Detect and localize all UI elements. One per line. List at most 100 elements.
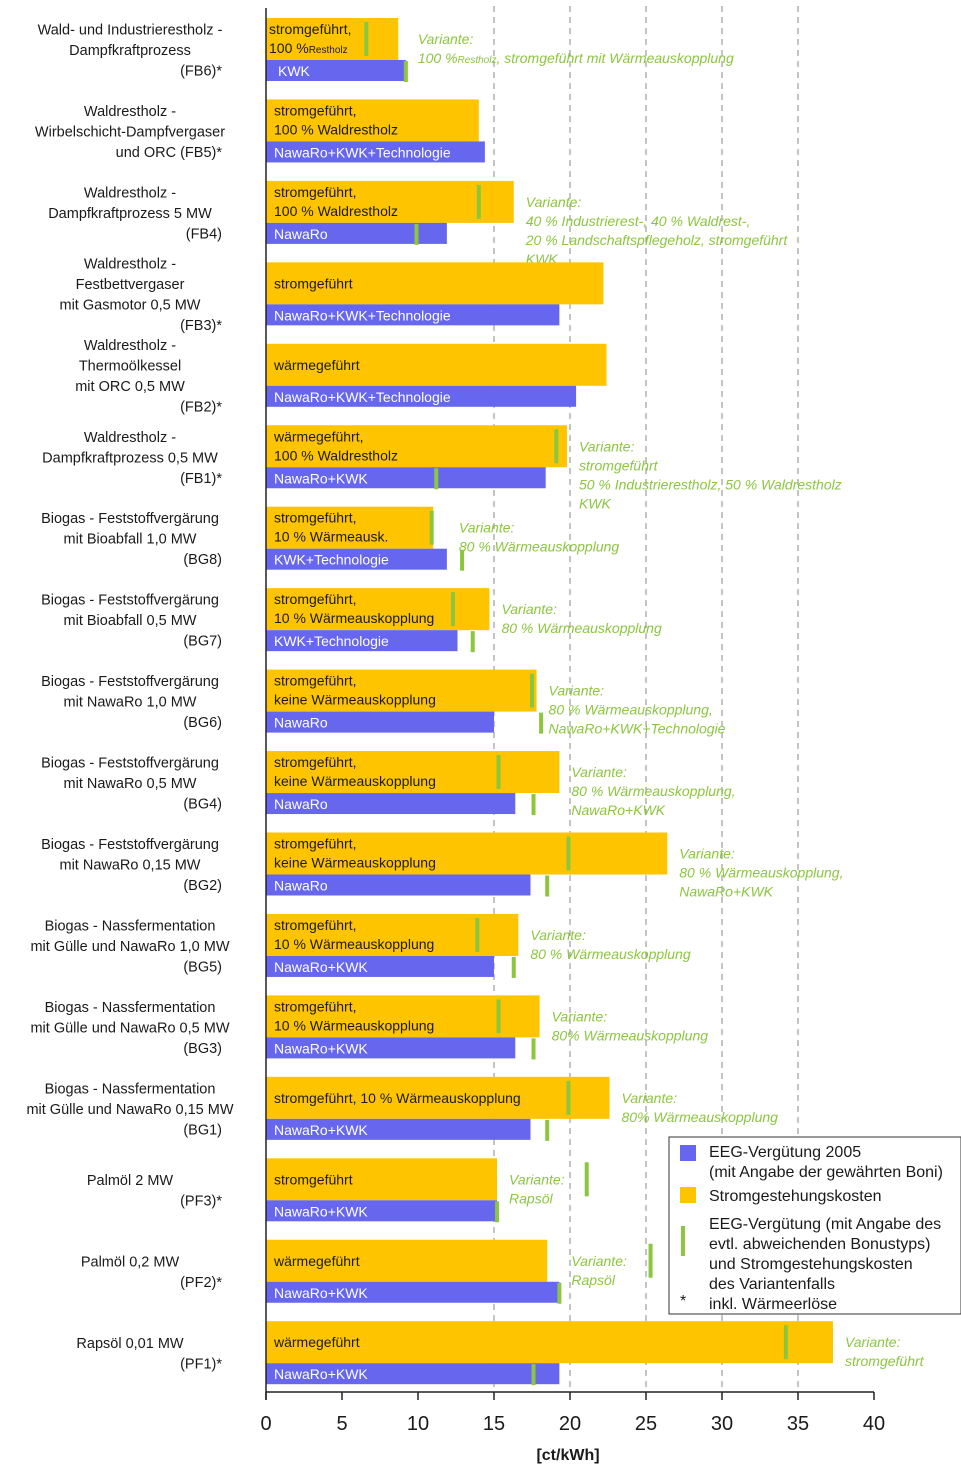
cost-bar [266,751,560,794]
variant-cost-marker [584,1162,589,1197]
variant-label: Variante: [552,1008,608,1024]
variant-cost-marker [450,592,455,627]
cost-bar [266,669,537,712]
x-axis-title: [ct/kWh] [536,1447,599,1464]
category-label: Biogas - Feststoffvergärung [41,593,219,609]
category-label: (BG4) [183,797,222,813]
eeg-bar-label: NawaRo [274,226,328,242]
category-label: und ORC (FB5)* [116,145,223,161]
category-label: Biogas - Feststoffvergärung [41,674,219,690]
category-label: Festbettvergaser [76,277,185,293]
variant-label: stromgeführt [845,1353,925,1369]
category-label: mit Bioabfall 0,5 MW [64,613,197,629]
cost-bar-label: stromgeführt, [274,102,356,118]
eeg-bar-label: NawaRo [274,878,328,894]
variant-label: 80% Wärmeauskopplung [622,1109,779,1125]
cost-bar-label: wärmegeführt, [273,428,363,444]
variant-eeg-marker [557,1282,562,1304]
variant-eeg-marker [531,1364,536,1386]
cost-bar-label: keine Wärmeauskopplung [274,855,436,871]
category-label: Biogas - Feststoffvergärung [41,756,219,772]
category-label: Waldrestholz - [84,338,176,354]
variant-eeg-marker [403,61,408,82]
x-tick-label: 40 [863,1413,885,1435]
x-tick-label: 5 [336,1413,347,1435]
cost-bar-label: stromgeführt, [274,998,356,1014]
variant-label: NawaRo+KWK [571,802,665,818]
bar-group: stromgeführt, keine Wärmeauskopplung NawaR… [266,669,726,737]
category-label: mit ORC 0,5 MW [75,379,185,395]
x-tick-label: 0 [260,1413,271,1435]
category-label: Thermoölkessel [79,359,181,375]
eeg-bar-label: NawaRo+KWK [274,959,368,975]
cost-bar-label: 10 % Wärmeausk. [274,529,388,545]
variant-cost-marker [554,429,559,464]
variant-label: NawaRo+KWK [679,884,773,900]
category-label: (FB6)* [180,64,222,80]
category-label: Waldrestholz - [84,430,176,446]
category-label: (BG7) [183,634,222,650]
eeg-bar [266,1363,560,1385]
variant-label: Rapsöl [571,1272,615,1288]
bar-group: stromgeführt, keine Wärmeauskopplung NawaR… [266,751,736,818]
legend-eeg-swatch [680,1145,696,1161]
cost-bar [266,1239,548,1282]
legend-eeg-label: (mit Angabe der gewährten Boni) [709,1164,943,1181]
category-label: (PF1)* [180,1356,222,1372]
bar-group: stromgeführt, 10 % Wärmeauskopplung KWK+Te… [266,588,662,653]
legend-star-symbol: * [680,1293,686,1310]
category-label: Biogas - Feststoffvergärung [41,511,219,527]
category-label: (PF2)* [180,1275,222,1291]
x-tick-label: 30 [711,1413,733,1435]
category-label: Palmöl 0,2 MW [81,1255,180,1271]
eeg-bar [266,955,494,977]
cost-bar-label: stromgeführt [274,275,353,291]
variant-label: Variante: [526,194,582,210]
eeg-bar-label: NawaRo+KWK [274,470,368,486]
category-label: (BG1) [183,1122,222,1138]
eeg-bar-label: KWK+Technologie [274,552,389,568]
variant-label: Variante: [622,1090,678,1106]
variant-cost-marker [648,1243,653,1278]
eeg-bar [266,793,516,815]
variant-label: Variante: [845,1334,901,1350]
cost-bar-label: stromgeführt, [274,673,356,689]
variant-label: 100 %Restholz, stromgeführt mit Wärmeaus… [418,50,734,66]
category-label: (FB1)* [180,471,222,487]
legend-cost-swatch [680,1187,696,1203]
category-label: Dampfkraftprozess 5 MW [48,206,212,222]
category-label: Dampfkraftprozess [69,43,191,59]
bar-group: stromgeführt, keine Wärmeauskopplung NawaR… [266,832,843,900]
x-tick-label: 10 [407,1413,429,1435]
eeg-bar [266,467,546,489]
eeg-bar [266,1200,498,1222]
category-label: Wirbelschicht-Dampfvergaser [35,124,225,140]
variant-cost-marker [566,836,571,871]
cost-bar [266,832,668,875]
legend-variant-swatch [681,1226,685,1256]
variant-label: 80 % Wärmeauskopplung [501,620,662,636]
cost-bar [266,99,479,142]
cost-bar-label: stromgeführt, [269,21,351,37]
cost-bar [266,262,604,305]
variant-label: 80 % Wärmeauskopplung [459,539,620,555]
cost-bar-label: wärmegeführt [273,1253,360,1269]
variant-label: Variante: [679,846,735,862]
variant-label: Variante: [418,31,474,47]
variant-label: stromgeführt [579,457,659,473]
cost-bar-label: 10 % Wärmeauskopplung [274,1017,434,1033]
cost-bar-label-small: Restholz [309,45,348,56]
bar-group: stromgeführt, 10 % Wärmeauskopplung NawaRo… [266,995,708,1060]
variant-label: 80 % Wärmeauskopplung, [549,702,713,718]
cost-bar [266,506,434,549]
variant-cost-marker [566,1080,571,1115]
variant-eeg-marker [414,223,419,245]
category-label: mit Gülle und NawaRo 1,0 MW [30,939,229,955]
variant-eeg-marker [545,1119,550,1141]
variant-eeg-marker [511,956,516,978]
category-label: Palmöl 2 MW [87,1173,174,1189]
cost-bar [266,1321,833,1364]
variant-label: 20 % Landschaftspflegeholz, stromgeführt [525,232,789,248]
eeg-bar-label: NawaRo [274,715,328,731]
